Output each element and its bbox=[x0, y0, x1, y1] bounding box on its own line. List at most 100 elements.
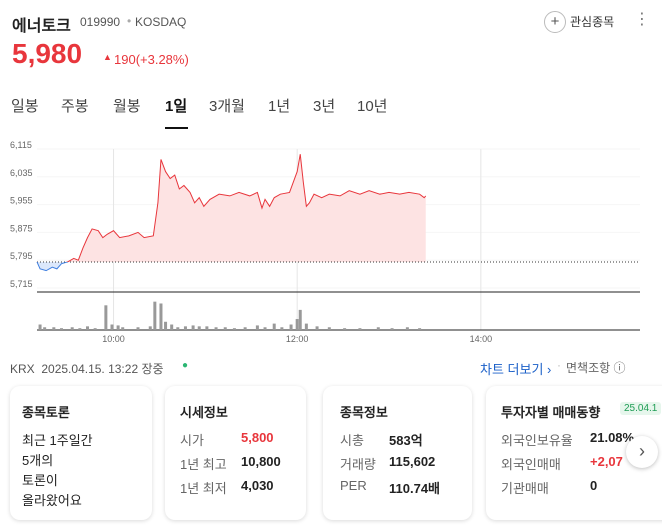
watch-label[interactable]: 관심종목 bbox=[570, 15, 615, 29]
tab[interactable]: 1년 bbox=[268, 98, 291, 115]
tab[interactable]: 10년 bbox=[357, 98, 388, 115]
card[interactable]: 종목토론 최근 1주일간 5개의 토론이 올라왔어요 bbox=[10, 386, 152, 520]
row-value: 10,800 bbox=[241, 454, 281, 469]
volume-bar bbox=[263, 327, 267, 330]
volume-bar bbox=[298, 309, 302, 330]
tab[interactable]: 월봉 bbox=[113, 98, 141, 115]
volume-bar bbox=[70, 327, 74, 330]
volume-bar bbox=[358, 328, 362, 330]
volume-bar bbox=[38, 324, 42, 330]
volume-bar bbox=[43, 327, 47, 330]
volume-bar bbox=[104, 305, 108, 330]
card-title: 종목정보 bbox=[340, 405, 388, 420]
volume-bar bbox=[343, 328, 347, 330]
separator: • bbox=[127, 14, 132, 28]
disclaimer-link[interactable]: 면책조항 ⓘ bbox=[566, 361, 626, 375]
volume-bar bbox=[153, 301, 157, 330]
stock-code: 019990 bbox=[80, 15, 121, 29]
card[interactable]: 투자자별 매매동향 25.04.1 외국인보유율 21.08% 외국인매매 +2… bbox=[486, 386, 662, 520]
card-text: 5개의 bbox=[22, 453, 54, 468]
tab-indicator bbox=[165, 127, 188, 129]
volume-bar bbox=[255, 325, 259, 330]
volume-bar bbox=[183, 326, 187, 330]
row-label: 외국인보유율 bbox=[501, 433, 573, 448]
tab[interactable]: 3년 bbox=[313, 98, 336, 115]
up-arrow: ▲ bbox=[103, 52, 112, 62]
row-value: 110.74배 bbox=[389, 481, 441, 496]
y-tick-label: 5,795 bbox=[10, 251, 33, 261]
tab[interactable]: 1일 bbox=[165, 98, 188, 115]
row-label: 시총 bbox=[340, 433, 364, 448]
card[interactable]: 종목정보 시총 583억 거래량 115,602 PER 110.74배 bbox=[323, 386, 472, 520]
card-title: 시세정보 bbox=[180, 405, 228, 420]
price-line bbox=[37, 154, 427, 262]
volume-bar bbox=[159, 303, 163, 330]
tab[interactable]: 3개월 bbox=[209, 98, 245, 115]
market-state: 장중 bbox=[141, 362, 164, 376]
volume-bar bbox=[93, 328, 97, 330]
volume-bar bbox=[197, 326, 201, 330]
volume-bar bbox=[304, 323, 308, 330]
row-value: 583억 bbox=[389, 433, 423, 448]
next-button[interactable]: › bbox=[626, 436, 658, 468]
row-label: PER bbox=[340, 478, 367, 493]
row-label: 시가 bbox=[180, 433, 204, 448]
volume-bar bbox=[315, 326, 319, 330]
y-tick-label: 6,035 bbox=[10, 168, 33, 178]
volume-bar bbox=[52, 327, 56, 330]
x-tick-label: 12:00 bbox=[286, 334, 309, 344]
card[interactable]: 시세정보 시가 5,800 1년 최고 10,800 1년 최저 4,030 bbox=[165, 386, 306, 520]
card-title: 투자자별 매매동향 bbox=[501, 405, 601, 420]
volume-bar bbox=[205, 326, 209, 330]
volume-bar bbox=[148, 326, 152, 330]
x-tick-label: 14:00 bbox=[470, 334, 493, 344]
volume-bar bbox=[116, 325, 120, 330]
x-tick-label: 10:00 bbox=[102, 334, 125, 344]
volume-bar bbox=[136, 327, 140, 330]
card-text: 토론이 bbox=[22, 473, 58, 488]
row-label: 기관매매 bbox=[501, 481, 549, 496]
row-value: 0 bbox=[590, 478, 598, 493]
volume-bar bbox=[232, 328, 236, 330]
row-value: 21.08% bbox=[590, 430, 635, 445]
volume-bar bbox=[191, 325, 195, 330]
row-value: 4,030 bbox=[241, 478, 274, 493]
chart: 6,115 6,035 5,955 5,875 5,795 5,715 10:00 12:00… bbox=[10, 140, 640, 344]
stock-name: 에너토크 bbox=[12, 18, 71, 35]
volume-bar bbox=[214, 327, 218, 330]
volume-bar bbox=[59, 328, 63, 330]
card-title: 종목토론 bbox=[22, 405, 70, 420]
volume-bar bbox=[121, 327, 125, 330]
volume-bar bbox=[78, 328, 82, 330]
more-menu[interactable]: ⋮ bbox=[634, 11, 650, 28]
row-label: 거래량 bbox=[340, 457, 376, 472]
row-label: 1년 최고 bbox=[180, 457, 227, 472]
volume-bar bbox=[86, 326, 90, 330]
tab[interactable]: 주봉 bbox=[61, 98, 89, 115]
volume-bar bbox=[289, 324, 293, 330]
volume-bar bbox=[176, 327, 180, 330]
y-tick-label: 5,875 bbox=[10, 223, 33, 233]
date-badge: 25.04.1 bbox=[620, 402, 662, 415]
separator: · bbox=[557, 358, 561, 372]
row-value: +2,07 bbox=[590, 454, 623, 469]
volume-bar bbox=[327, 327, 331, 330]
volume-bar bbox=[164, 321, 168, 330]
volume-bar bbox=[390, 328, 394, 330]
volume-bar bbox=[280, 327, 284, 330]
live-dot: ● bbox=[182, 360, 189, 371]
y-tick-label: 6,115 bbox=[10, 140, 32, 150]
tab[interactable]: 일봉 bbox=[11, 98, 39, 115]
price: 5,980 bbox=[12, 38, 83, 69]
market: KOSDAQ bbox=[135, 15, 187, 29]
volume-bar bbox=[170, 324, 174, 330]
row-value: 5,800 bbox=[241, 430, 274, 445]
status: KRX 2025.04.15. 13:22 장중 bbox=[10, 360, 164, 377]
volume-bar bbox=[272, 323, 276, 330]
volume-bar bbox=[376, 327, 380, 330]
volume-bar bbox=[110, 324, 114, 330]
volume-bar bbox=[223, 327, 227, 330]
more-chart-link[interactable]: 차트 더보기 › bbox=[480, 362, 552, 377]
watch-button[interactable]: + bbox=[544, 11, 566, 33]
